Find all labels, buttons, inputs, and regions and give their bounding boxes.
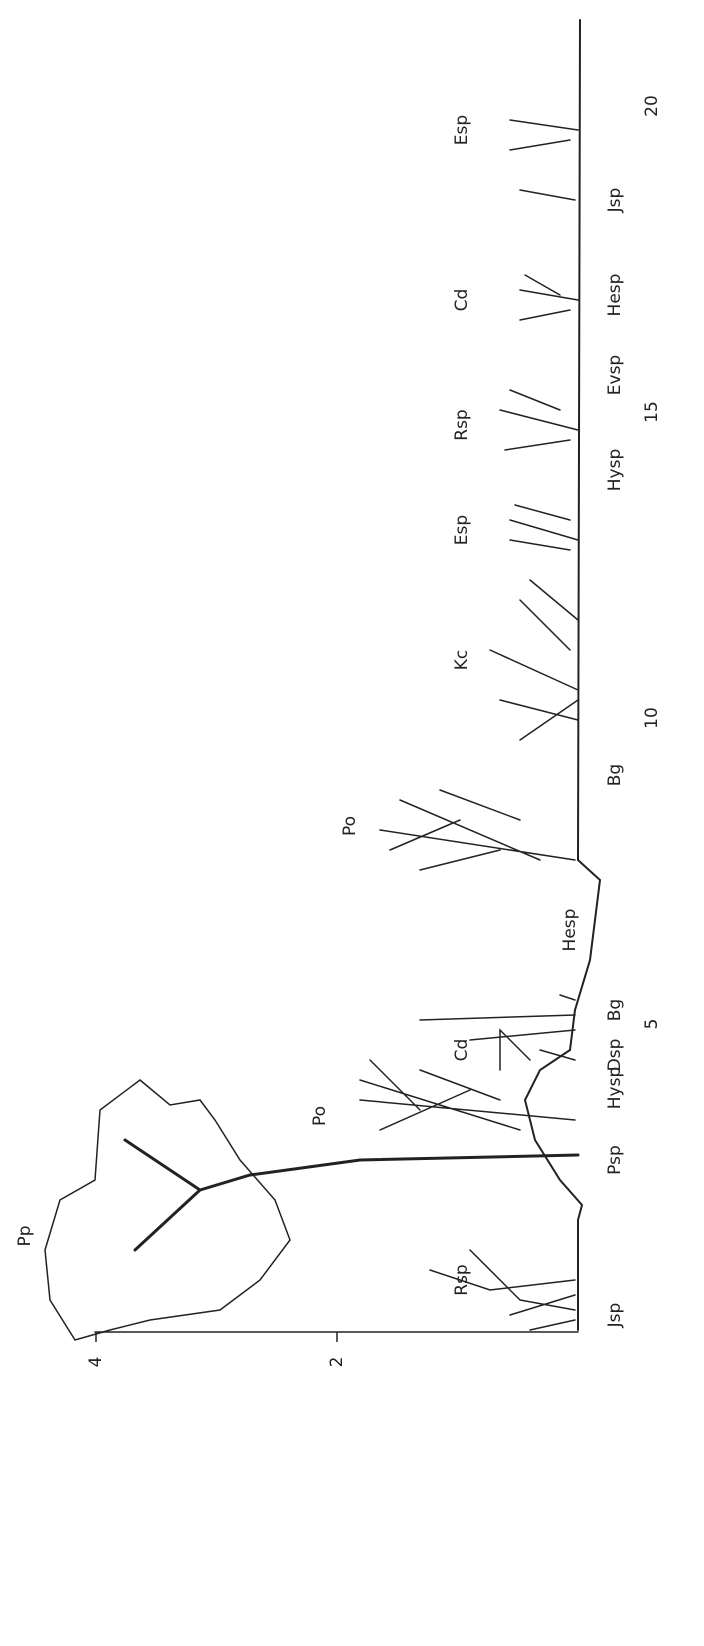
distance-tick-label: 10 — [642, 707, 662, 729]
distance-tick-label: 20 — [642, 95, 662, 117]
species-label: Esp — [452, 115, 472, 145]
species-label: Jsp — [605, 1303, 625, 1329]
species-label: Hysp — [605, 1067, 625, 1110]
species-label: Rsp — [452, 409, 472, 440]
species-label: Po — [340, 816, 360, 836]
species-label: Dsp — [605, 1039, 625, 1072]
species-label: Evsp — [605, 355, 625, 395]
species-label: Esp — [452, 515, 472, 545]
height-tick-label: 4 — [86, 1357, 106, 1368]
ground-line — [525, 20, 600, 1330]
species-label: Cd — [452, 1039, 472, 1062]
species-label: Rsp — [452, 1264, 472, 1295]
distance-tick-label: 15 — [642, 401, 662, 423]
distance-tick-label: 5 — [642, 1019, 662, 1030]
vegetation-profile: 24510152025RspPpPoCdPoKcEspRspCdEspJspPs… — [0, 0, 704, 1646]
species-label: Hysp — [605, 449, 625, 492]
tree-trunk — [125, 1140, 578, 1250]
species-label: Kc — [452, 650, 472, 671]
species-label: Jsp — [605, 188, 625, 214]
species-label: Hesp — [560, 909, 580, 952]
species-label: Bg — [605, 764, 625, 786]
species-label: Po — [310, 1106, 330, 1126]
tree-crown — [45, 1080, 290, 1340]
height-tick-label: 2 — [327, 1357, 347, 1368]
species-label: Pp — [15, 1225, 35, 1246]
species-label: Cd — [452, 289, 472, 312]
species-label: Psp — [605, 1145, 625, 1175]
species-label: Bg — [605, 999, 625, 1021]
species-label: Hesp — [605, 274, 625, 317]
